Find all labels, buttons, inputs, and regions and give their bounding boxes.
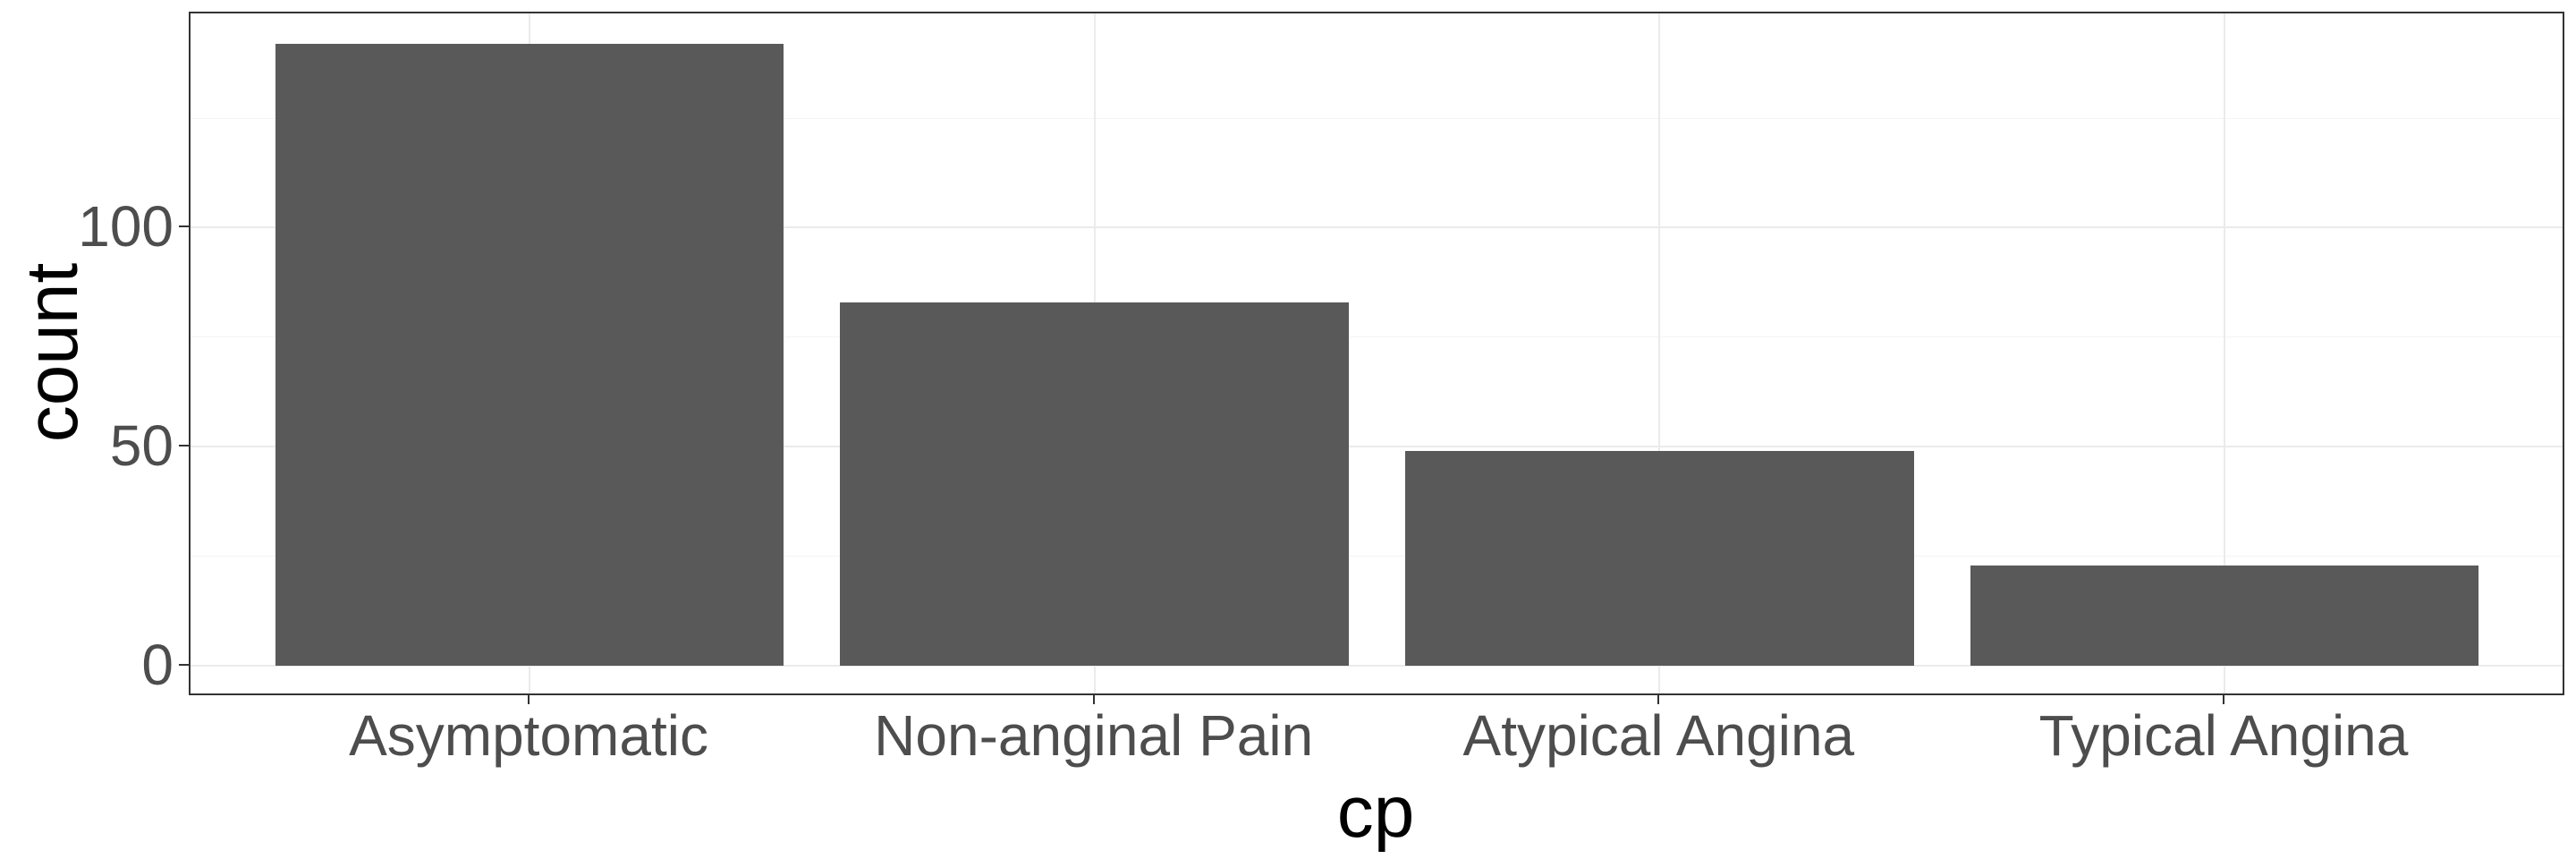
- x-major-gridline: [2224, 13, 2225, 693]
- y-minor-gridline: [191, 336, 2563, 338]
- y-tick-mark: [179, 445, 190, 447]
- y-major-gridline: [191, 665, 2563, 668]
- x-tick-mark: [1657, 693, 1660, 704]
- y-tick-label: 0: [141, 633, 174, 698]
- x-tick-label: Non-anginal Pain: [874, 703, 1314, 768]
- bar-atypical-angina: [1405, 451, 1914, 667]
- bar-non-anginal-pain: [840, 302, 1349, 667]
- plot-panel: [189, 12, 2564, 695]
- bar-typical-angina: [1970, 565, 2479, 667]
- y-minor-gridline: [191, 117, 2563, 119]
- x-tick-mark: [528, 693, 530, 704]
- y-major-gridline: [191, 446, 2563, 448]
- x-tick-label: Typical Angina: [2038, 703, 2409, 768]
- y-tick-mark: [179, 664, 190, 667]
- y-minor-gridline: [191, 556, 2563, 557]
- bar-asymptomatic: [275, 43, 784, 667]
- y-axis-title: count: [12, 262, 93, 443]
- x-tick-mark: [2223, 693, 2224, 704]
- y-tick-label: 100: [78, 194, 174, 259]
- y-tick-mark: [179, 225, 190, 228]
- y-tick-label: 50: [109, 413, 174, 479]
- x-major-gridline: [1658, 13, 1661, 693]
- x-tick-mark: [1092, 693, 1095, 704]
- x-axis-title: cp: [1336, 771, 1415, 853]
- x-tick-label: Asymptomatic: [349, 703, 708, 768]
- y-major-gridline: [191, 226, 2563, 229]
- x-tick-label: Atypical Angina: [1462, 703, 1855, 768]
